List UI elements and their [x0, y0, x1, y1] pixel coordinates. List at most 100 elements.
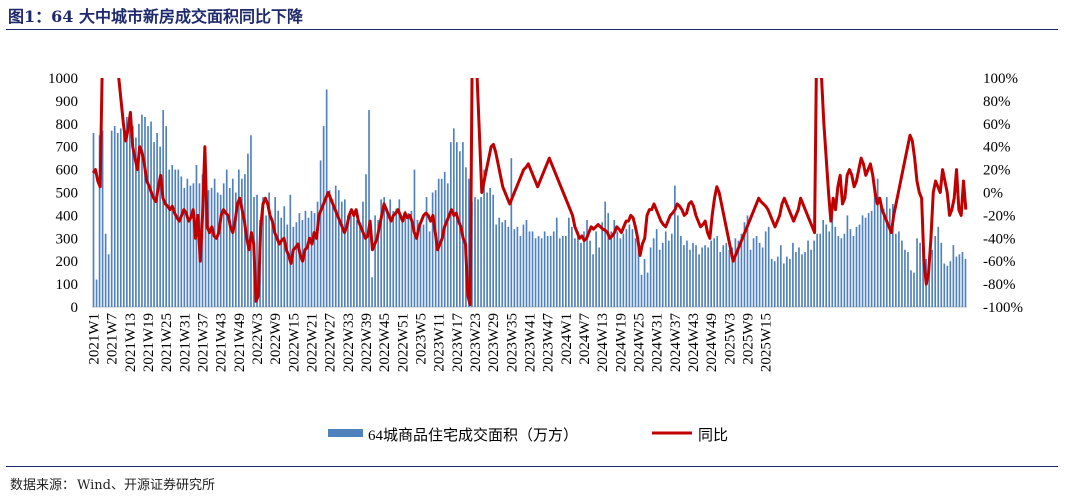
x-tick-label: 2025W9	[741, 313, 757, 365]
bar	[834, 226, 837, 307]
bar	[743, 222, 746, 307]
x-tick-label: 2021W37	[196, 313, 212, 373]
bar	[213, 178, 216, 307]
bar	[498, 217, 501, 307]
bar	[452, 128, 455, 307]
bar	[216, 192, 219, 307]
bar	[543, 231, 546, 307]
bar	[241, 178, 243, 307]
bar	[861, 215, 864, 307]
bar	[546, 236, 549, 307]
bar	[132, 126, 134, 307]
bar	[525, 219, 528, 307]
bar	[919, 242, 921, 307]
bar	[737, 240, 740, 307]
bar	[773, 261, 776, 307]
bar	[622, 233, 625, 307]
chart-title: 图1：64 大中城市新房成交面积同比下降	[8, 7, 303, 26]
left-tick-label: 400	[56, 208, 79, 224]
bar	[710, 240, 712, 307]
bar	[610, 231, 613, 307]
bar	[819, 233, 821, 307]
x-tick-label: 2021W25	[159, 313, 175, 372]
bar	[901, 240, 903, 307]
yoy-line	[91, 78, 968, 307]
bar	[244, 174, 246, 307]
left-tick-label: 0	[71, 300, 79, 316]
x-tick-label: 2023W23	[468, 313, 484, 372]
bar	[837, 236, 840, 307]
x-tick-label: 2022W51	[395, 313, 411, 372]
bar	[222, 183, 225, 307]
bar	[247, 153, 249, 307]
bar	[867, 213, 870, 307]
bar-series	[92, 89, 967, 308]
bar	[882, 208, 885, 307]
x-tick-label: 2023W5	[414, 313, 430, 365]
bar	[483, 169, 485, 307]
bar	[410, 210, 413, 307]
bar	[468, 178, 470, 307]
bar	[304, 210, 307, 307]
x-tick-label: 2023W17	[450, 313, 466, 373]
bar	[625, 229, 628, 307]
bar	[770, 258, 773, 307]
left-tick-label: 700	[56, 140, 79, 156]
bar	[667, 240, 670, 307]
bar	[649, 247, 652, 307]
bar	[489, 187, 491, 307]
x-tick-label: 2024W31	[650, 313, 666, 372]
bar	[513, 229, 516, 307]
bar	[107, 254, 110, 307]
x-tick-label: 2023W47	[541, 313, 557, 373]
bar	[961, 252, 964, 307]
bar	[277, 210, 280, 307]
bar	[528, 231, 531, 307]
bar	[964, 258, 967, 307]
line-series-group	[91, 78, 968, 307]
bar	[946, 265, 949, 307]
bar	[383, 197, 386, 307]
bar	[386, 208, 389, 307]
bar	[704, 245, 706, 307]
bar	[413, 169, 416, 307]
bar	[888, 208, 891, 307]
bar	[592, 254, 594, 307]
bar	[779, 245, 782, 307]
bar	[95, 279, 98, 307]
bar	[168, 169, 171, 307]
bar	[852, 236, 855, 307]
bar	[437, 178, 440, 307]
bar	[707, 247, 709, 307]
bar	[204, 169, 207, 307]
x-tick-label: 2023W35	[504, 313, 520, 372]
bar	[891, 203, 894, 307]
right-axis-ticks: -100% -80% -60% -40% -20% 0% 20% 40% 60% 80% 100%	[983, 71, 1023, 316]
x-tick-label: 2024W37	[668, 313, 684, 373]
x-tick-label: 2022W3	[250, 313, 266, 365]
chart-canvas: 0 100 200 300 400 500 600 700 800 900 1000 -100% -8…	[48, 71, 1023, 444]
bar	[695, 245, 697, 307]
bar	[786, 256, 788, 307]
x-tick-label: 2023W11	[432, 313, 448, 372]
bar	[595, 231, 597, 307]
bar	[873, 185, 876, 307]
bar	[574, 238, 576, 307]
bar	[316, 201, 319, 307]
bar	[916, 238, 918, 307]
bar	[749, 249, 752, 307]
bar	[604, 201, 607, 307]
bar	[477, 199, 479, 307]
bar	[955, 256, 958, 307]
bar	[434, 190, 437, 307]
bar	[674, 185, 676, 307]
bar	[731, 247, 734, 307]
left-tick-label: 300	[56, 231, 79, 247]
bar	[162, 110, 164, 307]
bar	[846, 215, 849, 307]
bar	[256, 194, 258, 307]
x-tick-label: 2022W21	[305, 313, 321, 372]
bar	[207, 190, 210, 307]
bar	[374, 215, 376, 307]
bar	[431, 192, 434, 307]
